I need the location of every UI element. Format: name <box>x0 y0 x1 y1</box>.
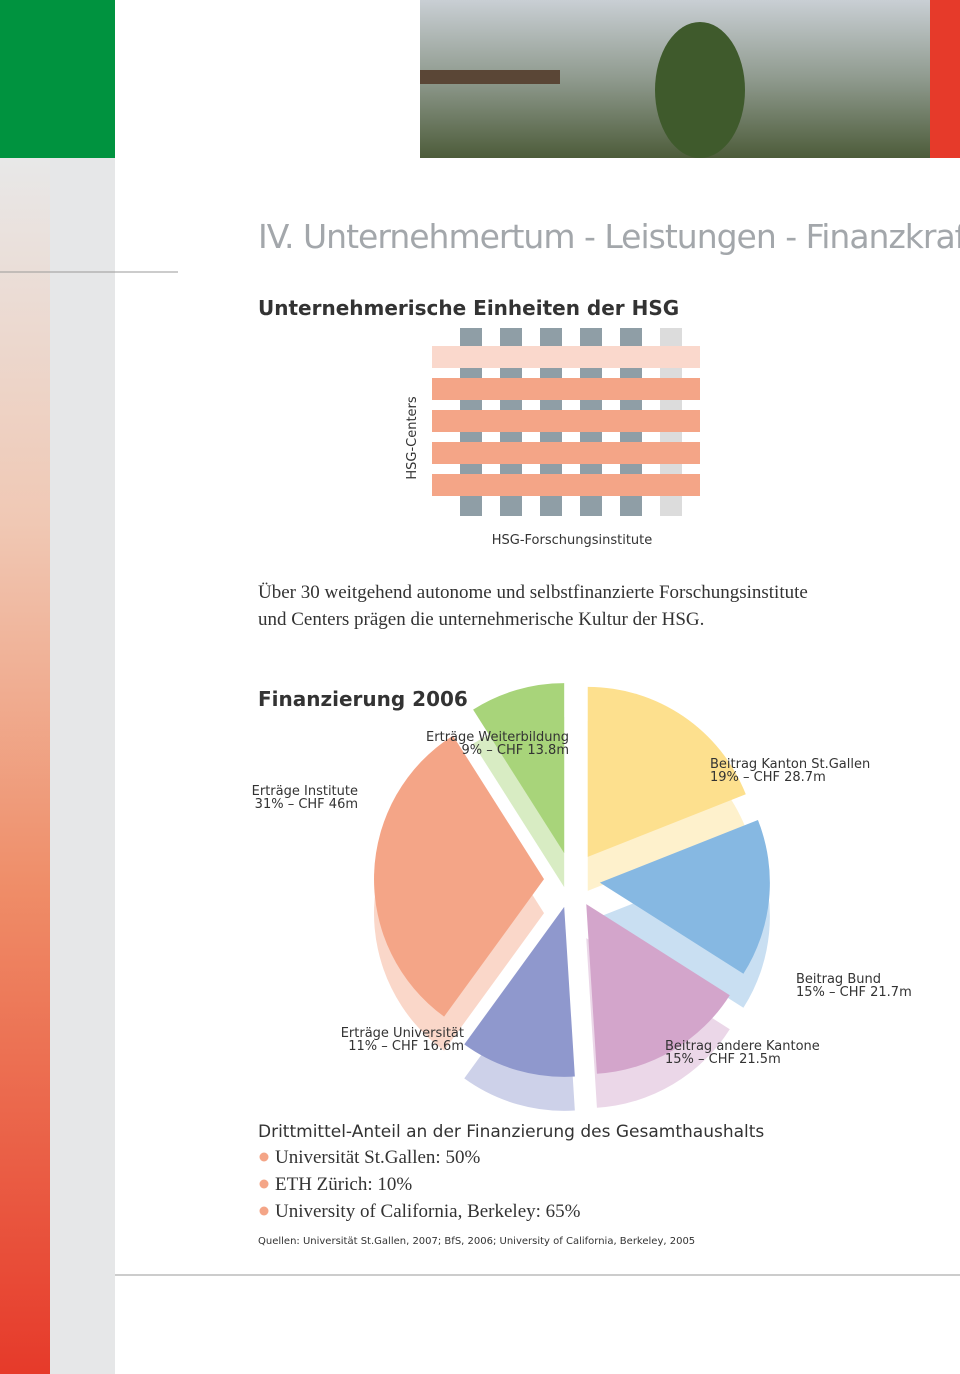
diagram-x-label: HSG-Forschungsinstitute <box>492 533 653 548</box>
chart-title: Finanzierung 2006 <box>258 687 468 711</box>
slice-value-label: 11% – CHF 16.6m <box>348 1039 464 1054</box>
slice-value-label: 31% – CHF 46m <box>255 797 358 812</box>
slice-label: Beitrag Bund <box>796 972 881 987</box>
slice <box>374 735 545 1017</box>
h-bar <box>432 346 700 368</box>
list: Universität St.Gallen: 50% ETH Zürich: 10… <box>259 1147 581 1222</box>
source: Quellen: Universität St.Gallen, 2007; Bf… <box>258 1236 695 1247</box>
list-heading: Drittmittel-Anteil an der Finanzierung d… <box>258 1122 764 1142</box>
bullet <box>259 1152 269 1162</box>
slice <box>586 904 730 1074</box>
slice-value-label: 19% – CHF 28.7m <box>710 770 826 785</box>
slice-label: Erträge Weiterbildung <box>426 730 569 745</box>
slice-label: Erträge Universität <box>341 1026 464 1041</box>
h-bar <box>432 474 700 496</box>
list-item: University of California, Berkeley: 65% <box>275 1201 581 1222</box>
slice-label: Beitrag Kanton St.Gallen <box>710 757 870 772</box>
red-block <box>930 0 960 158</box>
intro-line: Über 30 weitgehend autonome und selbstfi… <box>258 582 808 603</box>
photo-roof <box>420 70 560 84</box>
section-heading: Unternehmerische Einheiten der HSG <box>258 296 679 320</box>
green-block <box>0 0 115 158</box>
h-bar <box>432 410 700 432</box>
page-title: IV. Unternehmertum - Leistungen - Finanz… <box>258 217 960 256</box>
h-bar <box>432 378 700 400</box>
list-item: Universität St.Gallen: 50% <box>275 1147 480 1168</box>
h-bar <box>432 442 700 464</box>
slice <box>587 686 746 857</box>
photo-tree <box>655 22 745 158</box>
slice-value-label: 15% – CHF 21.7m <box>796 985 912 1000</box>
weave-diagram <box>432 328 700 516</box>
intro-line: und Centers prägen die unternehmerische … <box>258 609 704 630</box>
bullet <box>259 1206 269 1216</box>
side-strip <box>0 158 50 1374</box>
bullet <box>259 1179 269 1189</box>
slice-value-label: 15% – CHF 21.5m <box>665 1052 781 1067</box>
slice-label: Erträge Institute <box>252 784 358 799</box>
list-item: ETH Zürich: 10% <box>275 1174 412 1195</box>
slice-label: Beitrag andere Kantone <box>665 1039 820 1054</box>
slice <box>464 906 575 1077</box>
slice <box>473 683 565 854</box>
slice <box>599 820 770 974</box>
gray-strip <box>50 158 115 1374</box>
slice-value-label: 9% – CHF 13.8m <box>462 743 569 758</box>
diagram-y-label: HSG-Centers <box>405 396 420 480</box>
